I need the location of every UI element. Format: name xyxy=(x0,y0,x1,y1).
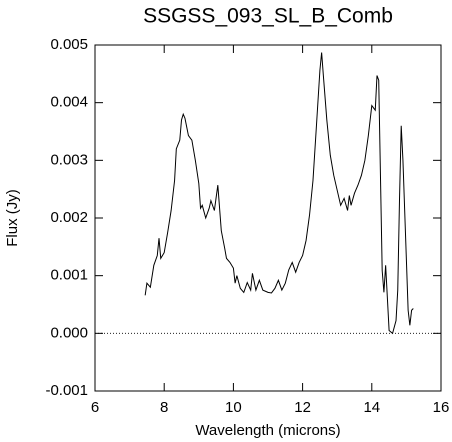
y-tick-label: 0.005 xyxy=(50,36,88,53)
x-axis-label: Wavelength (microns) xyxy=(195,422,340,439)
y-tick-label: 0.001 xyxy=(50,267,88,284)
x-tick-label: 12 xyxy=(294,399,311,416)
y-axis-label: Flux (Jy) xyxy=(4,189,21,247)
x-tick-label: 10 xyxy=(225,399,242,416)
x-tick-label: 6 xyxy=(91,399,99,416)
y-tick-label: 0.003 xyxy=(50,151,88,168)
y-tick-label: 0.002 xyxy=(50,209,88,226)
x-tick-label: 8 xyxy=(160,399,168,416)
y-tick-label: 0.004 xyxy=(50,94,88,111)
plot-frame xyxy=(94,44,442,392)
chart-title: SSGSS_093_SL_B_Comb xyxy=(143,5,393,28)
y-tick-label: 0.000 xyxy=(50,324,88,341)
y-tick-label: -0.001 xyxy=(45,382,88,399)
x-tick-label: 16 xyxy=(433,399,450,416)
x-tick-label: 14 xyxy=(363,399,380,416)
data-line xyxy=(144,52,414,335)
